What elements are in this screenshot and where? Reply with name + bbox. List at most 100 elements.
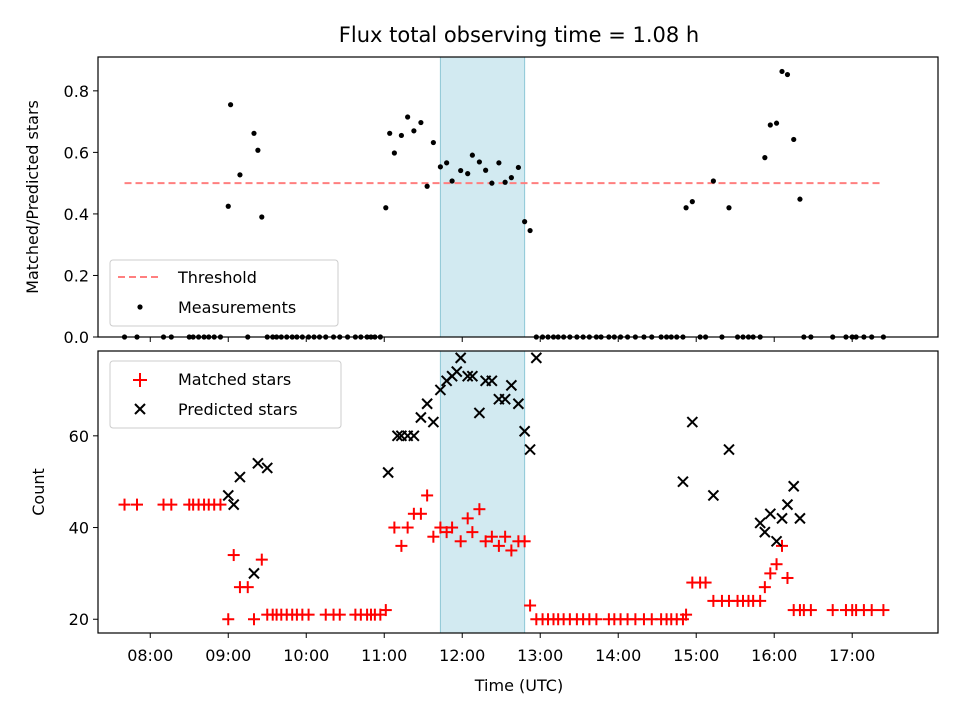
y-tick-label: 0.8 xyxy=(64,82,89,101)
x-axis-ticks xyxy=(149,337,853,342)
matched-star-point xyxy=(680,608,693,621)
matched-star-point xyxy=(499,530,512,543)
predicted-star-point xyxy=(427,416,440,428)
x-tick-label: 13:00 xyxy=(517,646,563,665)
predicted-star-point xyxy=(776,512,788,525)
matched-star-point xyxy=(485,530,498,543)
measurement-point xyxy=(405,114,411,120)
measurement-point xyxy=(476,159,482,165)
matched-star-point xyxy=(699,576,712,589)
predicted-star-point xyxy=(530,352,543,364)
y-tick-label: 0.0 xyxy=(64,328,89,347)
legend-measurements-swatch xyxy=(137,304,143,310)
matched-star-point xyxy=(758,581,771,594)
matched-star-point xyxy=(877,604,890,617)
y-axis-label: Count xyxy=(29,468,48,516)
predicted-star-point xyxy=(408,430,420,442)
y-tick-label: 40 xyxy=(69,519,89,538)
highlight-band xyxy=(439,57,526,337)
predicted-star-point xyxy=(794,512,806,525)
measurement-point xyxy=(496,160,502,166)
matched-star-point xyxy=(395,539,408,552)
legend-matched-label: Matched stars xyxy=(178,370,291,389)
predicted-star-point xyxy=(473,407,486,419)
measurement-point xyxy=(797,196,803,202)
matched-star-point xyxy=(492,539,505,552)
matched-star-point xyxy=(473,503,486,516)
measurement-point xyxy=(791,136,797,143)
measurement-point xyxy=(437,164,443,170)
matched-star-point xyxy=(401,521,414,534)
measurement-point xyxy=(444,160,450,166)
measurement-point xyxy=(726,205,732,211)
y-axis-label: Matched/Predicted stars xyxy=(23,100,42,294)
matched-stars-points xyxy=(118,489,890,626)
measurement-point xyxy=(387,130,393,136)
measurement-point xyxy=(784,71,791,78)
plot-frame xyxy=(97,350,939,634)
legend-predicted-label: Predicted stars xyxy=(178,400,298,419)
x-tick-label: 12:00 xyxy=(439,646,485,665)
matched-star-point xyxy=(466,526,479,539)
measurement-point xyxy=(483,167,489,173)
y-tick-label: 0.4 xyxy=(64,205,89,224)
measurement-points xyxy=(121,68,887,340)
measurement-point xyxy=(489,180,495,186)
matched-star-point xyxy=(590,613,603,626)
matched-star-point xyxy=(165,498,178,511)
predicted-star-point xyxy=(512,398,525,410)
matched-star-point xyxy=(826,604,839,617)
measurement-point xyxy=(527,227,533,234)
predicted-star-point xyxy=(228,498,240,511)
predicted-star-point xyxy=(764,508,777,520)
predicted-star-point xyxy=(461,370,474,382)
x-axis-label: Time (UTC) xyxy=(474,676,563,695)
y-tick-label: 0.2 xyxy=(64,266,89,285)
y-axis-ticks: 0.0 0.2 0.4 0.6 0.8 xyxy=(64,82,98,347)
legend-predicted-swatch xyxy=(134,403,146,415)
x-tick-label: 14:00 xyxy=(595,646,641,665)
bottom-panel: 20 40 60 08:00 09:00 10:00 11:00 12:00 13:00 14:… xyxy=(29,350,939,695)
predicted-star-point xyxy=(421,398,433,410)
matched-star-point xyxy=(421,489,434,502)
legend-box xyxy=(109,259,339,327)
matched-star-point xyxy=(804,604,817,617)
highlight-band-fill xyxy=(440,351,525,633)
y-axis-ticks: 20 40 60 xyxy=(69,427,98,629)
measurement-point xyxy=(398,132,404,139)
predicted-star-point xyxy=(382,466,394,479)
predicted-star-point xyxy=(222,489,234,502)
matched-star-point xyxy=(427,530,440,543)
measurement-point xyxy=(502,179,508,185)
predicted-star-point xyxy=(686,416,699,428)
measurement-point xyxy=(391,150,397,156)
predicted-star-point xyxy=(454,352,467,364)
matched-star-point xyxy=(454,535,467,548)
matched-star-point xyxy=(865,604,878,617)
predicted-star-point xyxy=(486,375,498,387)
measurement-point xyxy=(683,205,689,211)
matched-star-point xyxy=(781,571,794,584)
matched-star-point xyxy=(118,498,131,511)
x-axis-ticks: 08:00 09:00 10:00 11:00 12:00 13:00 14:00 15:00… xyxy=(127,633,875,665)
plot-frame xyxy=(97,56,939,338)
legend: Matched stars Predicted stars xyxy=(109,360,342,429)
matched-star-point xyxy=(524,599,537,612)
x-tick-label: 11:00 xyxy=(361,646,407,665)
predicted-star-point xyxy=(434,384,447,396)
x-tick-label: 17:00 xyxy=(829,646,875,665)
measurement-point xyxy=(689,199,695,205)
matched-star-point xyxy=(247,613,260,626)
matched-star-point xyxy=(130,498,143,511)
matched-star-point xyxy=(241,581,254,594)
x-tick-label: 15:00 xyxy=(673,646,719,665)
measurement-point xyxy=(430,139,436,146)
matched-star-point xyxy=(227,549,240,562)
measurement-point xyxy=(449,178,455,184)
y-tick-label: 0.6 xyxy=(64,143,89,162)
measurement-point xyxy=(259,214,265,220)
predicted-star-point xyxy=(248,567,260,580)
legend-box xyxy=(109,360,342,429)
predicted-star-point xyxy=(518,425,531,437)
